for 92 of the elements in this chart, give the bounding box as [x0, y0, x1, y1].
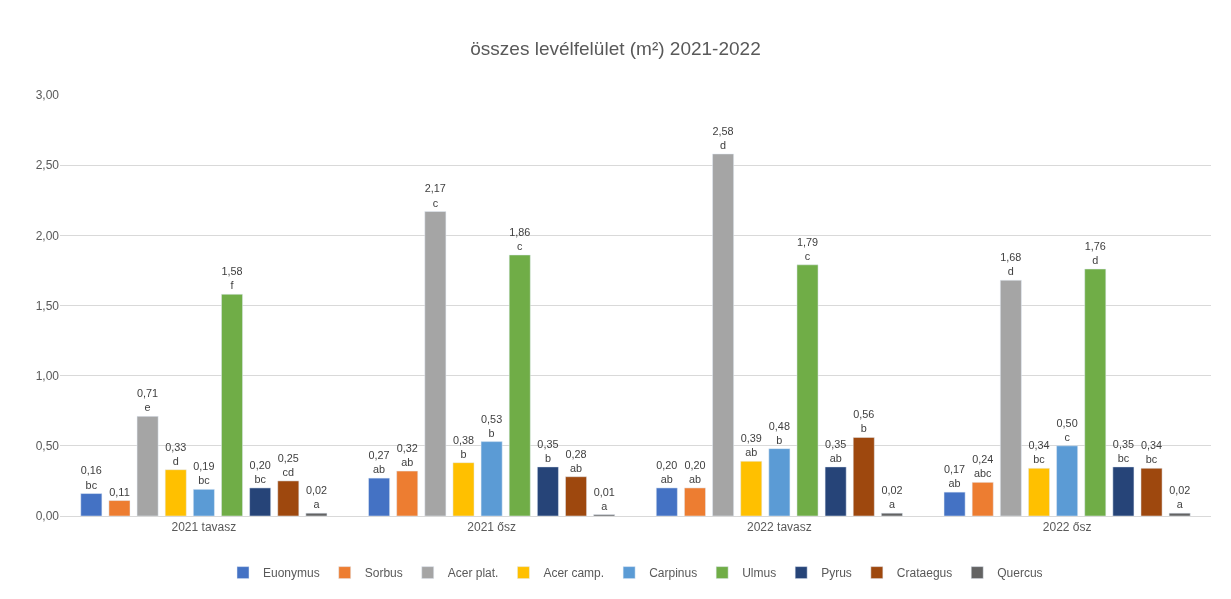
- data-label: 0,34 bc: [1140, 439, 1163, 466]
- data-label: 0,56 b: [853, 408, 875, 435]
- bar: [164, 469, 187, 516]
- x-tick-label: 2022 tavasz: [747, 520, 812, 535]
- data-label: 1,79 c: [796, 235, 819, 262]
- bar: [656, 487, 678, 516]
- bar: [768, 448, 791, 516]
- bar: [368, 477, 390, 516]
- bar: [396, 470, 419, 516]
- bar: [1000, 279, 1022, 516]
- data-label: 0,50 c: [1056, 416, 1078, 443]
- legend-label: Quercus: [997, 566, 1043, 581]
- data-label: 0,20 bc: [249, 458, 271, 485]
- legend-label: Crataegus: [896, 566, 953, 581]
- data-label: 0,33 d: [165, 440, 187, 467]
- bar: [740, 461, 763, 516]
- data-label: 0,17 ab: [944, 463, 966, 490]
- y-tick-label: 1,50: [35, 298, 60, 313]
- bar: [108, 500, 131, 516]
- bar: [452, 462, 475, 516]
- data-label: 0,02 a: [1169, 484, 1191, 511]
- bar: [684, 487, 706, 516]
- data-label: 0,48 b: [768, 419, 790, 446]
- legend-label: Euonymus: [263, 566, 320, 581]
- data-label: 0,20 ab: [684, 458, 706, 485]
- bar: [80, 493, 103, 516]
- bar: [852, 437, 875, 516]
- legend-label: Pyrus: [821, 566, 852, 581]
- data-label: 2,17 c: [424, 182, 446, 209]
- data-label: 0,35 bc: [1112, 437, 1134, 464]
- y-tick-label: 3,00: [35, 88, 60, 103]
- bar: [796, 264, 819, 516]
- y-tick-label: 0,00: [35, 509, 60, 524]
- bar: [277, 480, 300, 516]
- bar: [1168, 512, 1191, 516]
- data-label: 0,20 ab: [656, 458, 678, 485]
- x-tick-label: 2021 tavasz: [171, 520, 237, 535]
- data-label: 0,16 bc: [80, 464, 102, 491]
- data-label: 0,02 a: [305, 484, 327, 511]
- bar: [193, 489, 215, 516]
- data-label: 0,38 b: [452, 433, 475, 460]
- bar: [221, 294, 243, 516]
- data-label: 0,24 abc: [972, 453, 994, 480]
- data-label: 0,01 a: [593, 485, 615, 512]
- y-tick-label: 2,50: [35, 158, 60, 173]
- bar: [943, 491, 966, 516]
- data-label: 1,86 c: [509, 225, 531, 253]
- bar: [1028, 468, 1050, 516]
- data-label: 0,53 b: [481, 412, 503, 439]
- bar: [881, 512, 903, 516]
- data-label: 0,11: [109, 485, 130, 498]
- data-label: 0,34 bc: [1028, 439, 1050, 466]
- legend-label: Acer camp.: [543, 566, 605, 581]
- legend-label: Carpinus: [649, 566, 698, 581]
- data-label: 1,76 d: [1084, 239, 1106, 267]
- legend-label: Ulmus: [742, 566, 777, 581]
- data-label: 0,32 ab: [396, 442, 418, 469]
- bar: [565, 476, 587, 516]
- bar: [712, 153, 734, 516]
- y-tick-label: 0,50: [35, 439, 60, 454]
- data-label: 0,02 a: [881, 484, 903, 511]
- data-label: 0,35 b: [537, 437, 559, 464]
- data-label: 0,39 ab: [740, 432, 762, 459]
- y-tick-label: 1,00: [35, 368, 60, 383]
- bar: [305, 512, 328, 516]
- bar: [971, 482, 994, 516]
- bar: [249, 487, 271, 516]
- data-label: 0,35 ab: [825, 437, 847, 464]
- chart-title: összes levélfelület (m²) 2021-2022: [470, 38, 761, 60]
- data-label: 1,58 f: [221, 265, 243, 292]
- data-label: 0,25 cd: [277, 451, 299, 478]
- data-label: 2,58 d: [712, 124, 734, 151]
- bar: [824, 466, 847, 516]
- bar: [508, 254, 531, 516]
- y-tick-label: 2,00: [35, 228, 60, 243]
- bar: [1056, 445, 1078, 516]
- data-label: 0,27 ab: [368, 449, 390, 476]
- bar: [537, 466, 559, 516]
- legend-label: Sorbus: [364, 566, 403, 581]
- bar: [136, 416, 159, 516]
- bar: [480, 441, 503, 516]
- legend-label: Acer plat.: [447, 566, 499, 581]
- bar: [1084, 268, 1107, 516]
- data-label: 0,71 e: [137, 387, 159, 414]
- data-label: 0,19 bc: [193, 460, 215, 487]
- bar: [424, 211, 447, 516]
- bar: [1112, 466, 1135, 516]
- bar: [1140, 468, 1163, 516]
- x-tick-label: 2022 ősz: [1042, 520, 1092, 535]
- data-label: 0,28 ab: [565, 447, 587, 474]
- x-tick-label: 2021 ősz: [467, 520, 516, 535]
- data-label: 1,68 d: [1000, 251, 1022, 278]
